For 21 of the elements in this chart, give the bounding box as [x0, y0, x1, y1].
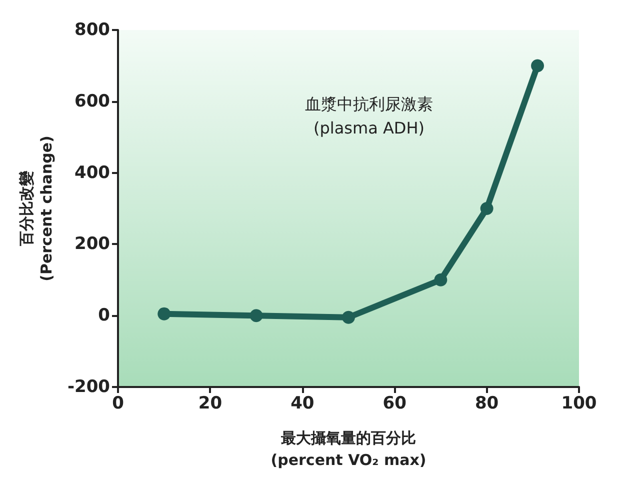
x-axis-title: 最大攝氧量的百分比 (percent VO₂ max)	[270, 429, 426, 469]
point	[158, 307, 171, 320]
point	[342, 310, 355, 324]
x-tick-label: 60	[382, 394, 407, 414]
y-tick-label: 200	[74, 234, 110, 254]
annotation: 血漿中抗利尿激素 (plasma ADH)	[305, 94, 433, 138]
x-tick-label: 40	[290, 394, 314, 414]
y-axis-title: 百分比改變 (Percent change)	[18, 136, 56, 282]
y-tick-label: 0	[98, 306, 110, 326]
point	[531, 59, 544, 72]
x-tick-label: 0	[112, 394, 124, 414]
y-tick-label: -200	[67, 377, 110, 397]
point	[480, 202, 494, 215]
x-tick-label: 80	[474, 394, 499, 414]
y-tick-label: 600	[74, 91, 110, 112]
point	[434, 273, 448, 286]
x-tick-label: 100	[561, 394, 597, 414]
y-tick-label: 400	[74, 162, 110, 183]
y-tick-label: 800	[74, 20, 110, 40]
x-tick-label: 20	[198, 394, 222, 414]
point	[250, 309, 263, 322]
